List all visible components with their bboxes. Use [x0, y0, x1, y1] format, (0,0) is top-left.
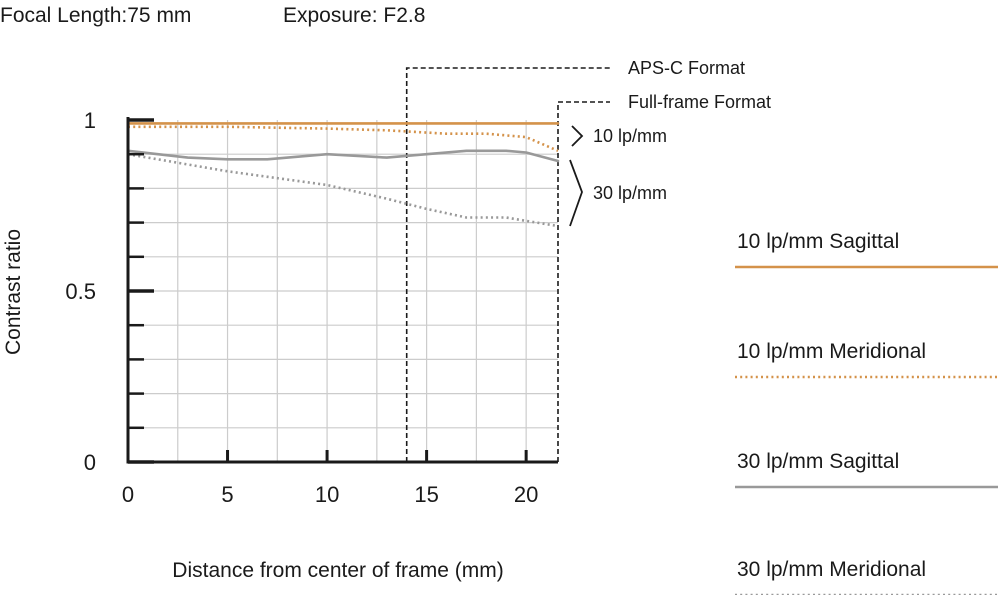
x-tick-label: 15	[414, 482, 438, 507]
format-marker-line	[405, 67, 610, 462]
legend: 10 lp/mm Sagittal 10 lp/mm Meridional 30 l…	[735, 230, 998, 595]
legend-label: 30 lp/mm Meridional	[737, 558, 926, 581]
x-tick-label: 10	[315, 482, 339, 507]
format-marker-label: Full-frame Format	[628, 92, 771, 112]
format-marker-line	[557, 101, 610, 462]
x-tick-label: 20	[514, 482, 538, 507]
bracket-10lp	[571, 125, 584, 147]
x-axis-label: Distance from center of frame (mm)	[172, 559, 503, 582]
frequency-brackets: 10 lp/mm 30 lp/mm	[569, 125, 667, 227]
tick-labels: 0 5 10 15 20 1 0.5 0	[65, 108, 538, 507]
bracket-30lp	[569, 159, 583, 227]
exposure-label: Exposure: F2.8	[283, 4, 425, 27]
series-line	[126, 149, 560, 163]
y-tick-label: 0	[84, 450, 96, 475]
axes	[126, 117, 558, 464]
series-layer	[126, 122, 560, 228]
series-line	[128, 125, 559, 152]
series-line	[127, 152, 559, 228]
focal-length-label: Focal Length:75 mm	[0, 4, 191, 27]
format-marker-label: APS-C Format	[628, 58, 745, 78]
x-tick-label: 0	[122, 482, 134, 507]
legend-label: 10 lp/mm Meridional	[737, 340, 926, 363]
y-tick-label: 1	[84, 108, 96, 133]
legend-label: 10 lp/mm Sagittal	[737, 230, 899, 253]
y-tick-label: 0.5	[65, 279, 96, 304]
x-tick-label: 5	[221, 482, 233, 507]
format-markers: APS-C Format Full-frame Format	[405, 58, 771, 462]
annotation-10lp: 10 lp/mm	[593, 126, 667, 146]
grid	[128, 120, 558, 462]
annotation-30lp: 30 lp/mm	[593, 183, 667, 203]
legend-label: 30 lp/mm Sagittal	[737, 450, 899, 473]
y-axis-label: Contrast ratio	[2, 229, 25, 355]
